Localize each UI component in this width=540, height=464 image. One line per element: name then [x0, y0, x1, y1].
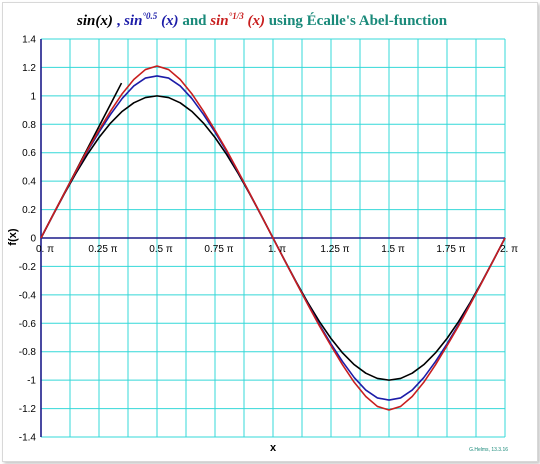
x-tick-label: 0. π: [36, 244, 54, 255]
x-tick-label: 2. π: [500, 244, 518, 255]
y-tick-label: 1.2: [22, 63, 36, 74]
x-tick-label: 1. π: [268, 244, 286, 255]
x-tick-label: 0.75 π: [204, 244, 233, 255]
y-tick-label: 1.4: [22, 35, 36, 46]
chart-svg: sin(x) , sin°0.5 (x) and sin°1/3 (x) usi…: [7, 11, 518, 454]
x-axis-label: x: [270, 442, 277, 454]
y-tick-label: -0.4: [19, 290, 37, 301]
title-sin-half-arg: (x): [157, 13, 178, 29]
x-tick-label: 1.5 π: [381, 244, 405, 255]
title-and: and: [179, 13, 211, 29]
chart-title: sin(x) , sin°0.5 (x) and sin°1/3 (x) usi…: [76, 11, 448, 29]
title-sin-half-sup: °0.5: [142, 11, 157, 21]
y-tick-label: -0.8: [19, 347, 37, 358]
title-tail: using Écalle's Abel-function: [265, 12, 448, 29]
x-tick-label: 1.25 π: [320, 244, 349, 255]
y-tick-label: 0.2: [22, 205, 36, 216]
x-tick-label: 0.5 π: [149, 244, 173, 255]
title-sin-third-sup: °1/3: [229, 11, 245, 21]
y-tick-labels: 1.4 1.2 1 0.8 0.6 0.4 0.2 0 -0.2 -0.4 -0.6 -0.8 -1 -1…: [19, 35, 37, 444]
title-separator: ,: [113, 13, 124, 29]
title-sin-half-base: sin: [123, 13, 142, 29]
y-tick-label: -1: [27, 376, 36, 387]
title-sin-third-base: sin: [209, 13, 228, 29]
y-tick-label: 0.6: [22, 148, 36, 159]
title-sin: sin(x): [76, 13, 113, 29]
y-tick-label: 0: [30, 234, 36, 245]
y-axis-label: f(x): [7, 228, 19, 245]
y-tick-label: -1.4: [19, 433, 37, 444]
y-tick-label: -0.6: [19, 319, 37, 330]
y-tick-label: -0.2: [19, 262, 37, 273]
y-tick-label: 0.8: [22, 120, 36, 131]
x-tick-label: 1.75 π: [436, 244, 465, 255]
series-group: [40, 65, 506, 411]
credit-text: G.Helms, 13.3.16: [469, 447, 508, 453]
title-sin-third-arg: (x): [244, 13, 265, 29]
y-tick-label: 1: [30, 91, 36, 102]
series-line-sin_third: [40, 65, 506, 411]
x-tick-label: 0.25 π: [88, 244, 117, 255]
x-tick-labels: 0. π 0.25 π 0.5 π 0.75 π 1. π 1.25 π 1.5 π 1.75…: [36, 244, 518, 255]
y-tick-label: -1.2: [19, 404, 37, 415]
y-tick-label: 0.4: [22, 177, 36, 188]
